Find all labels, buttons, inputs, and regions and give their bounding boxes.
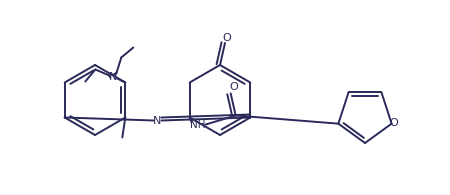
Text: NH: NH [190,121,206,130]
Text: N: N [153,115,162,126]
Text: O: O [389,118,398,128]
Text: N: N [109,73,117,82]
Text: O: O [230,82,238,92]
Text: O: O [223,33,231,43]
